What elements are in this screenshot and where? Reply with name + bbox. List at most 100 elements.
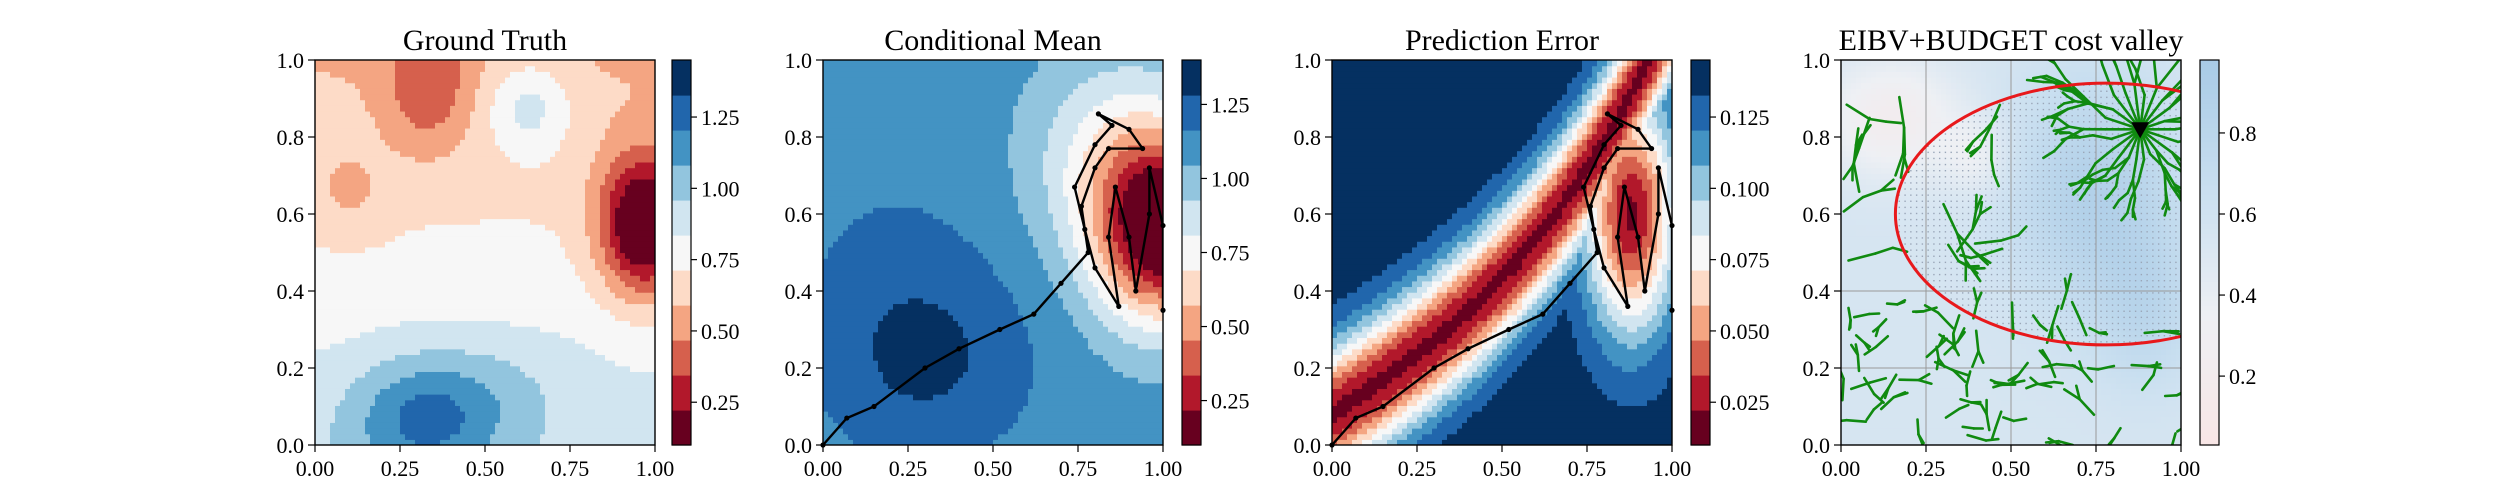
colorbar-segment xyxy=(2200,271,2219,278)
colorbar-segment xyxy=(672,270,691,306)
y-tick-label: 0.0 xyxy=(785,433,813,458)
path-point xyxy=(1085,249,1091,256)
path-point xyxy=(1092,265,1098,271)
path-point xyxy=(1431,365,1437,371)
colorbar-segment xyxy=(2200,170,2219,177)
tree-edge xyxy=(2155,149,2166,175)
colorbar-segment xyxy=(2200,146,2219,153)
tree-edge xyxy=(2184,196,2193,201)
tree-edge xyxy=(2163,202,2169,217)
tree-edge xyxy=(2213,6,2223,20)
tree-edge xyxy=(1966,433,1988,442)
colorbar-segment xyxy=(2200,324,2219,331)
colorbar-segment xyxy=(1182,340,1201,376)
colorbar-segment xyxy=(1691,410,1710,446)
tree-edge xyxy=(2115,64,2127,95)
tree-edge xyxy=(2147,362,2162,368)
tree-edge xyxy=(2184,196,2193,206)
tree-edge xyxy=(1952,314,1961,335)
tree-edge xyxy=(1874,246,1894,255)
tree-edge xyxy=(1959,397,1973,404)
colorbar-segment xyxy=(2200,392,2219,398)
tree-edge xyxy=(2036,382,2053,389)
budget-ellipse xyxy=(1893,81,2181,347)
colorbar-segment xyxy=(2200,319,2219,326)
colorbar-segment xyxy=(2200,339,2219,345)
tree-edge xyxy=(1970,266,1986,271)
x-tick-label: 1.00 xyxy=(1653,456,1692,481)
tree-edge xyxy=(1999,233,2020,242)
tree-edge xyxy=(2164,189,2169,206)
panel-3: 0.00 0.25 0.50 0.75 1.00 0.0 0.2 0.4 0.6 0.8 1.0 EI… xyxy=(1803,0,2257,481)
y-tick-label: 0.2 xyxy=(1803,356,1831,381)
tree-edge xyxy=(2091,134,2113,141)
tree-edge xyxy=(2177,168,2181,173)
tree-edge xyxy=(1902,126,1907,156)
tree-edge xyxy=(2239,105,2249,113)
colorbar-segment xyxy=(1691,375,1710,411)
path-point xyxy=(1082,226,1088,232)
colorbar-segment xyxy=(2200,420,2219,427)
path-point xyxy=(1655,165,1661,171)
path-point xyxy=(1594,249,1600,256)
path-point xyxy=(1655,211,1661,217)
tree-edge xyxy=(2207,44,2208,55)
tree-edge xyxy=(1892,390,1907,399)
tree-edge xyxy=(2110,128,2142,141)
colorbar-segment xyxy=(1182,235,1201,271)
tree-edge xyxy=(2170,432,2177,445)
tree-edge xyxy=(2221,177,2230,181)
y-tick-label: 0.2 xyxy=(1294,356,1322,381)
tree-edge xyxy=(2245,112,2256,114)
tree-edge xyxy=(2101,63,2116,97)
tree-edge xyxy=(1856,353,1861,373)
tree-edge xyxy=(2057,102,2066,109)
tree-edge xyxy=(2063,277,2069,292)
colorbar: 0.2 0.4 0.6 0.8 xyxy=(2199,59,2257,446)
tree-edge xyxy=(1973,239,2003,245)
tree-edge xyxy=(2012,417,2028,423)
tree-edge xyxy=(1985,412,1991,432)
tree-edge xyxy=(2187,176,2191,182)
tree-edge xyxy=(1994,410,2003,430)
colorbar-segment xyxy=(672,340,691,376)
path-point xyxy=(1092,165,1098,171)
path-point xyxy=(1095,111,1101,117)
colorbar-segment xyxy=(2200,435,2219,441)
tree-edge xyxy=(1935,345,1940,360)
tree-edge xyxy=(2130,363,2150,368)
tree-edge xyxy=(2071,180,2082,187)
colorbar-segment xyxy=(2200,132,2219,138)
heatmap-field xyxy=(823,60,1163,445)
tree-edge xyxy=(1993,380,2010,386)
tree-edge xyxy=(2088,179,2099,184)
tree-edge xyxy=(1863,341,1872,349)
tree-edge xyxy=(1982,247,2004,256)
colorbar-segment xyxy=(2200,295,2219,302)
x-tick-label: 0.75 xyxy=(1059,456,1098,481)
tree-edge xyxy=(2138,128,2180,144)
colorbar-segment xyxy=(2200,348,2219,355)
tree-edge xyxy=(2056,325,2067,343)
colorbar-tick-label: 1.00 xyxy=(1211,166,1250,191)
tree-edge xyxy=(2068,131,2082,139)
tree-edge xyxy=(2132,0,2145,19)
colorbar-segment xyxy=(2200,185,2219,191)
tree-edge xyxy=(1971,129,1987,143)
colorbar-segment xyxy=(2200,262,2219,268)
y-tick-label: 0.0 xyxy=(1294,433,1322,458)
tree-edge xyxy=(1894,152,1905,177)
tree-edge xyxy=(2240,100,2254,106)
tree-edge xyxy=(2072,11,2086,20)
tree-edge xyxy=(2168,92,2181,109)
colorbar-segment xyxy=(2200,180,2219,186)
y-tick-label: 0.8 xyxy=(277,125,305,150)
path-point xyxy=(1635,126,1641,132)
tree-edge xyxy=(2017,225,2028,237)
colorbar-segment xyxy=(2200,358,2219,364)
tree-edge xyxy=(2063,388,2081,401)
colorbar-segment xyxy=(2200,93,2219,100)
x-tick-label: 0.50 xyxy=(1483,456,1522,481)
path-point xyxy=(1604,111,1610,117)
tree-edge xyxy=(1845,103,1871,121)
